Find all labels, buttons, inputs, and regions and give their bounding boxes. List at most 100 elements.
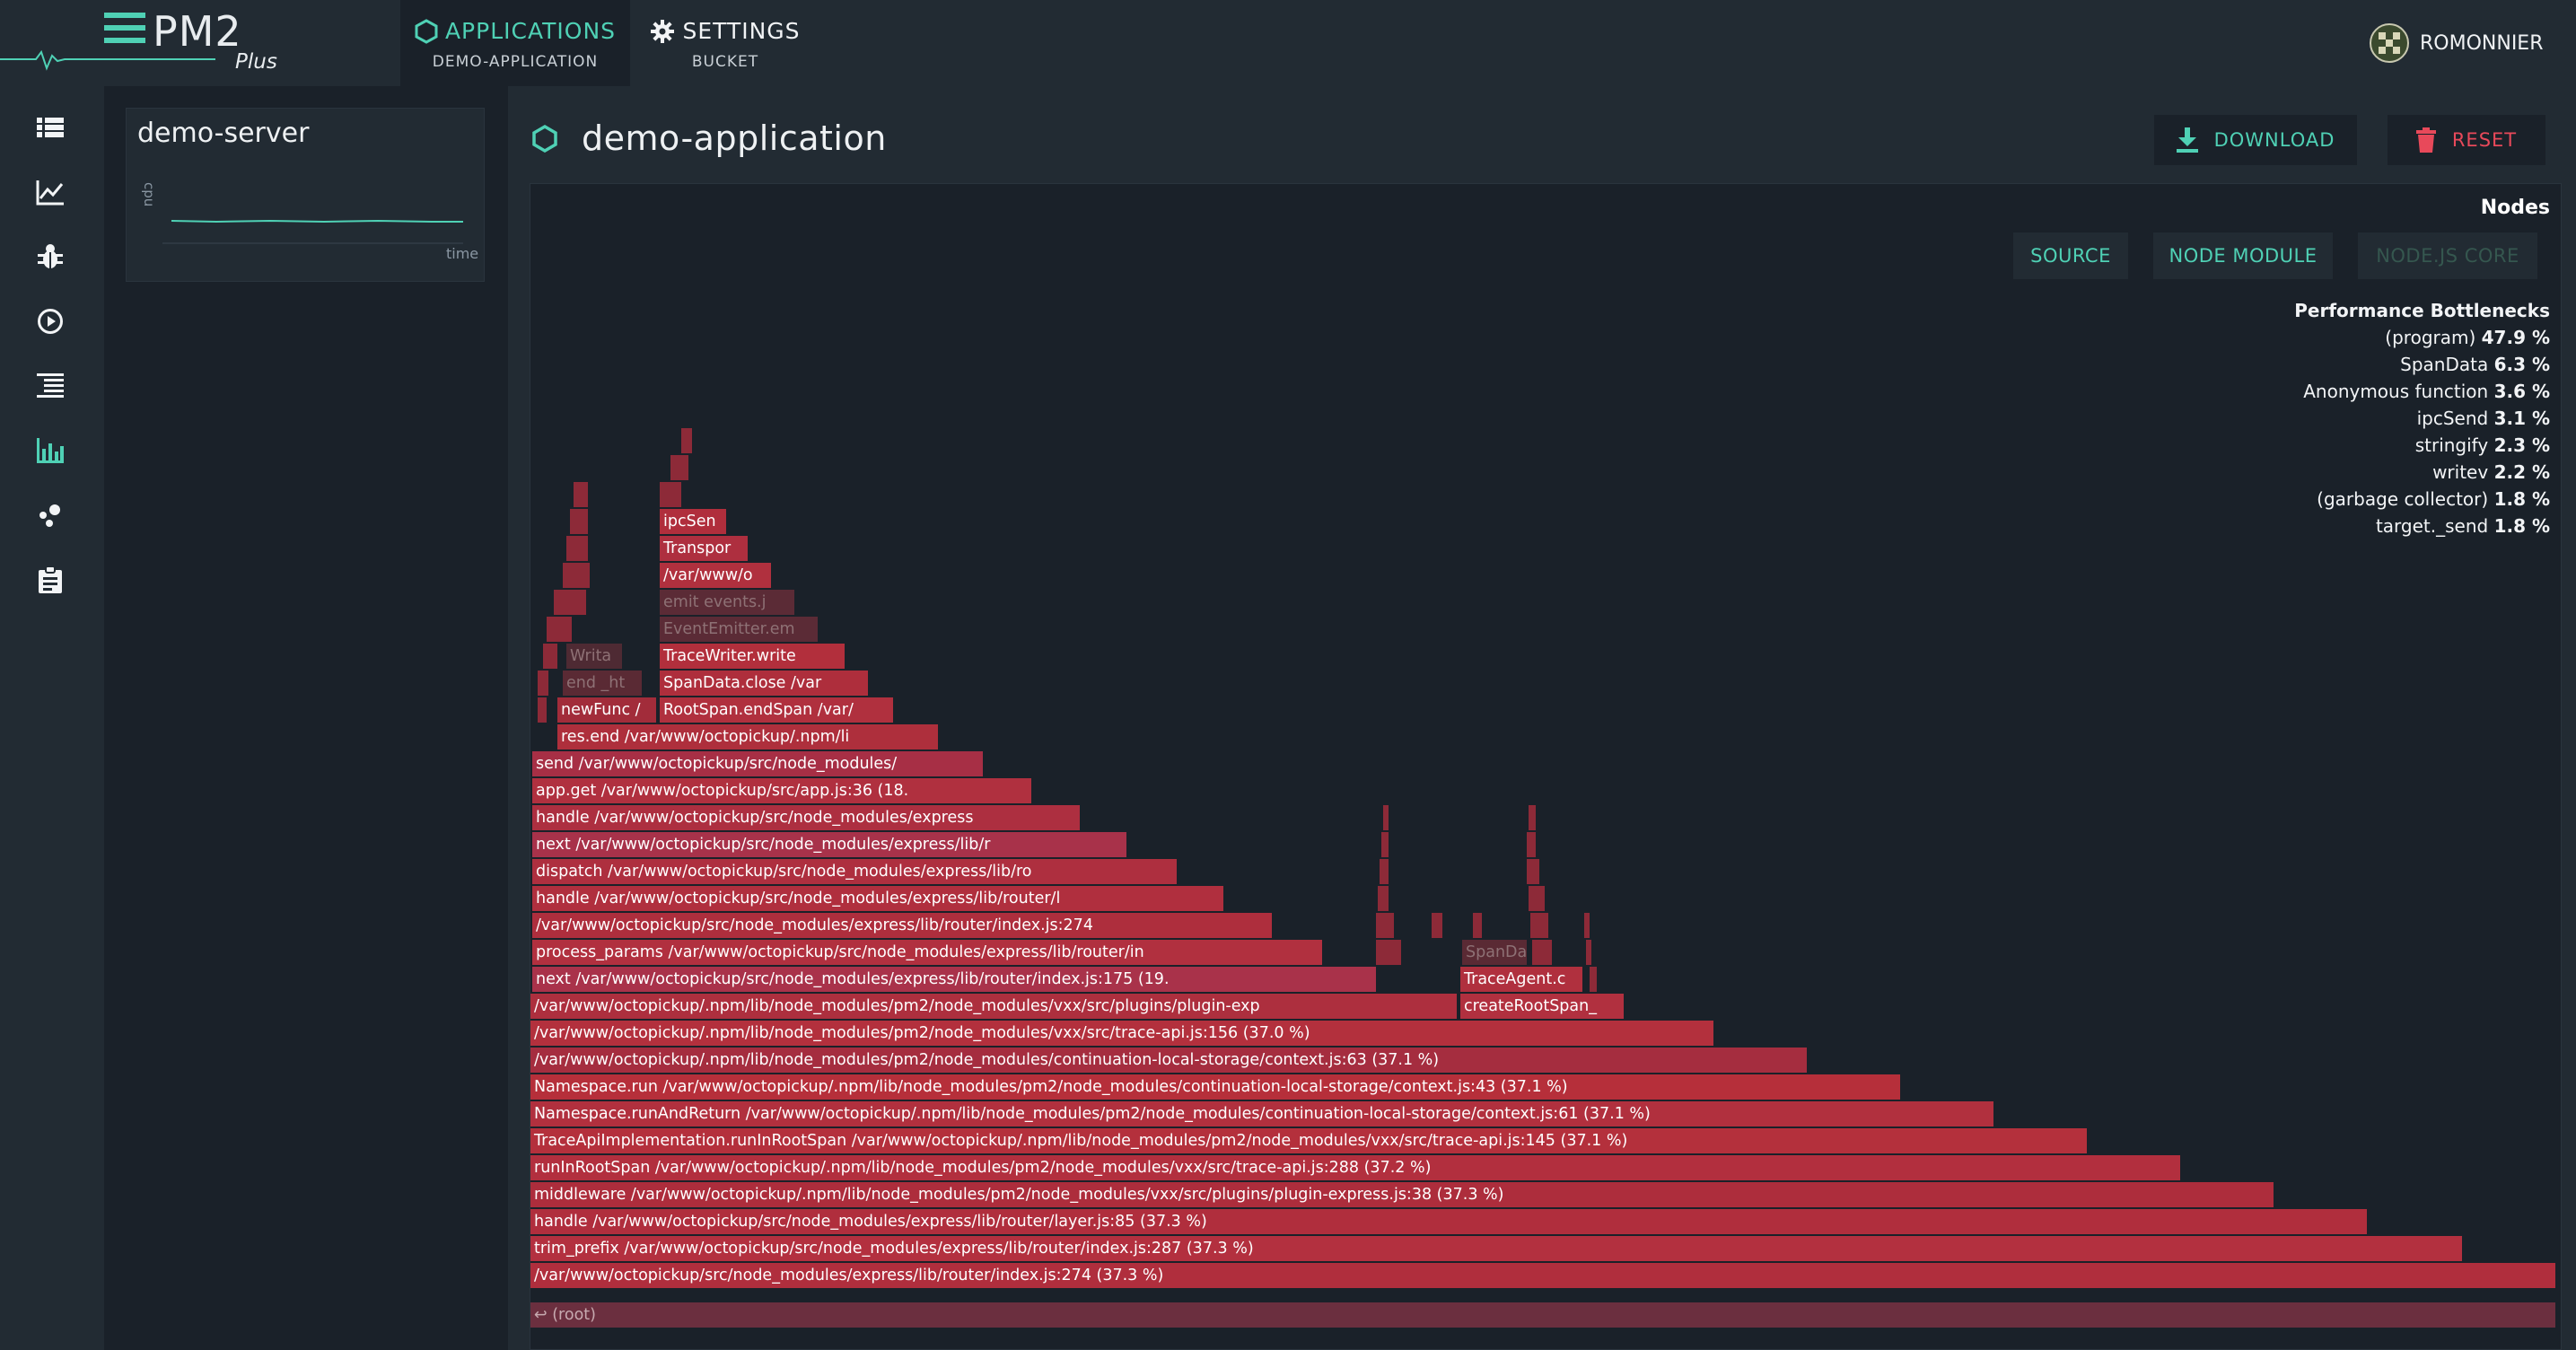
- filter-source-button[interactable]: SOURCE: [2013, 232, 2128, 279]
- flame-frame[interactable]: [681, 428, 692, 453]
- bottlenecks-title: Performance Bottlenecks: [2294, 300, 2550, 321]
- flame-frame[interactable]: [563, 563, 590, 588]
- flame-frame[interactable]: [670, 455, 688, 480]
- flame-frame[interactable]: handle /var/www/octopickup/src/node_modu…: [532, 886, 1223, 911]
- reset-label: RESET: [2451, 129, 2518, 151]
- flame-frame[interactable]: RootSpan.endSpan /var/: [660, 697, 893, 723]
- bottleneck-item: (garbage collector) 1.8 %: [2317, 488, 2550, 510]
- flame-frame[interactable]: [574, 482, 588, 507]
- pm2-logo[interactable]: PM2 Plus: [0, 0, 296, 86]
- flame-frame[interactable]: /var/www/octopickup/.npm/lib/node_module…: [530, 1048, 1807, 1073]
- flame-frame[interactable]: process_params /var/www/octopickup/src/n…: [532, 940, 1322, 965]
- download-button[interactable]: DOWNLOAD: [2154, 115, 2357, 165]
- flame-frame[interactable]: SpanData.close /var: [660, 671, 868, 696]
- flame-frame[interactable]: [1380, 859, 1389, 884]
- flame-frame[interactable]: EventEmitter.em: [660, 617, 818, 642]
- flame-frame[interactable]: next /var/www/octopickup/src/node_module…: [532, 832, 1126, 857]
- flame-frame[interactable]: app.get /var/www/octopickup/src/app.js:3…: [532, 778, 1031, 803]
- filter-nodejs-core-button[interactable]: NODE.JS CORE: [2358, 232, 2537, 279]
- download-label: DOWNLOAD: [2213, 129, 2335, 151]
- flame-frame[interactable]: Namespace.runAndReturn /var/www/octopick…: [530, 1101, 1993, 1126]
- sidebar-item-issues[interactable]: [34, 241, 66, 273]
- flame-frame[interactable]: /var/www/octopickup/.npm/lib/node_module…: [530, 1021, 1713, 1046]
- flame-frame[interactable]: emit events.j: [660, 590, 794, 615]
- flame-frame[interactable]: [1378, 886, 1389, 911]
- flame-frame[interactable]: [1381, 832, 1389, 857]
- flame-frame[interactable]: createRootSpan_: [1460, 994, 1624, 1019]
- flame-frame[interactable]: [1473, 913, 1482, 938]
- flame-frame[interactable]: TraceWriter.write: [660, 644, 845, 669]
- flame-frame[interactable]: [1529, 805, 1536, 830]
- flame-frame[interactable]: /var/www/o: [660, 563, 771, 588]
- flame-frame[interactable]: [570, 509, 588, 534]
- flame-frame[interactable]: [660, 482, 681, 507]
- server-card[interactable]: demo-server cpu time: [126, 108, 485, 282]
- flame-frame[interactable]: send /var/www/octopickup/src/node_module…: [532, 751, 983, 776]
- sidebar-item-transactions[interactable]: [34, 305, 66, 338]
- flame-root-frame[interactable]: ↩ (root): [530, 1302, 2555, 1328]
- flame-frame[interactable]: [1527, 832, 1536, 857]
- flame-frame[interactable]: end _ht: [563, 671, 642, 696]
- sidebar-item-dependencies[interactable]: [34, 499, 66, 531]
- flame-frame[interactable]: dispatch /var/www/octopickup/src/node_mo…: [532, 859, 1177, 884]
- bottleneck-item: Anonymous function 3.6 %: [2303, 381, 2550, 402]
- flame-frame[interactable]: [1532, 940, 1552, 965]
- flame-frame[interactable]: TraceAgent.c: [1460, 967, 1582, 992]
- flame-frame[interactable]: handle /var/www/octopickup/src/node_modu…: [532, 805, 1080, 830]
- flame-frame[interactable]: [1432, 913, 1442, 938]
- hexagon-icon: [415, 18, 438, 44]
- flame-frame[interactable]: res.end /var/www/octopickup/.npm/li: [557, 724, 938, 750]
- flame-frame[interactable]: Namespace.run /var/www/octopickup/.npm/l…: [530, 1074, 1900, 1100]
- user-menu[interactable]: ROMONNIER: [2370, 23, 2544, 63]
- flame-frame[interactable]: [1527, 859, 1539, 884]
- flame-frame[interactable]: runInRootSpan /var/www/octopickup/.npm/l…: [530, 1155, 2180, 1180]
- reset-button[interactable]: RESET: [2388, 115, 2545, 165]
- flame-frame[interactable]: /var/www/octopickup/src/node_modules/exp…: [532, 913, 1272, 938]
- user-name: ROMONNIER: [2420, 31, 2544, 55]
- flame-frame[interactable]: [1376, 913, 1394, 938]
- flame-frame[interactable]: /var/www/octopickup/src/node_modules/exp…: [530, 1263, 2555, 1288]
- flame-frame[interactable]: Writa: [566, 644, 622, 669]
- flame-frame[interactable]: [1584, 913, 1590, 938]
- sidebar-item-reports[interactable]: [34, 564, 66, 596]
- logs-icon: [37, 373, 64, 398]
- flame-frame[interactable]: [1376, 940, 1401, 965]
- flame-frame[interactable]: SpanDa: [1462, 940, 1527, 965]
- filter-node-module-button[interactable]: NODE MODULE: [2153, 232, 2333, 279]
- flame-frame[interactable]: middleware /var/www/octopickup/.npm/lib/…: [530, 1182, 2274, 1207]
- flame-frame[interactable]: ipcSen: [660, 509, 726, 534]
- flame-frame[interactable]: /var/www/octopickup/.npm/lib/node_module…: [530, 994, 1457, 1019]
- sidebar-item-profiling[interactable]: [34, 434, 66, 467]
- flame-frame[interactable]: [1586, 940, 1591, 965]
- app-title-row: demo-application: [531, 118, 887, 158]
- heartbeat-line-icon: [0, 13, 215, 71]
- flame-frame[interactable]: [554, 590, 586, 615]
- flame-frame[interactable]: trim_prefix /var/www/octopickup/src/node…: [530, 1236, 2462, 1261]
- flame-frame[interactable]: [538, 671, 548, 696]
- avatar: [2370, 23, 2409, 63]
- flame-frame[interactable]: [547, 617, 572, 642]
- sidebar-item-list[interactable]: [34, 111, 66, 144]
- flame-frame[interactable]: [1590, 967, 1597, 992]
- flame-frame[interactable]: next /var/www/octopickup/src/node_module…: [532, 967, 1376, 992]
- clipboard-icon: [39, 566, 62, 593]
- flame-frame[interactable]: TraceApiImplementation.runInRootSpan /va…: [530, 1128, 2087, 1153]
- sidebar-item-metrics[interactable]: [34, 176, 66, 208]
- page-title: demo-application: [582, 118, 887, 158]
- bottleneck-item: target._send 1.8 %: [2375, 515, 2550, 537]
- sidebar-item-logs[interactable]: [34, 370, 66, 402]
- tab-settings[interactable]: SETTINGS BUCKET: [630, 0, 820, 86]
- flame-frame[interactable]: handle /var/www/octopickup/src/node_modu…: [530, 1209, 2367, 1234]
- flame-frame[interactable]: [1383, 805, 1389, 830]
- flamegraph[interactable]: /var/www/octopickup/src/node_modules/exp…: [530, 184, 2563, 1350]
- flame-frame[interactable]: [566, 536, 588, 561]
- flame-frame[interactable]: newFunc /: [557, 697, 656, 723]
- flame-frame[interactable]: [1529, 886, 1545, 911]
- flame-frame[interactable]: [538, 697, 547, 723]
- list-icon: [37, 118, 64, 137]
- flame-frame[interactable]: [543, 644, 557, 669]
- gear-icon: [651, 19, 675, 43]
- tab-applications[interactable]: APPLICATIONS DEMO-APPLICATION: [400, 0, 630, 86]
- flame-frame[interactable]: [1530, 913, 1548, 938]
- flame-frame[interactable]: Transpor: [660, 536, 748, 561]
